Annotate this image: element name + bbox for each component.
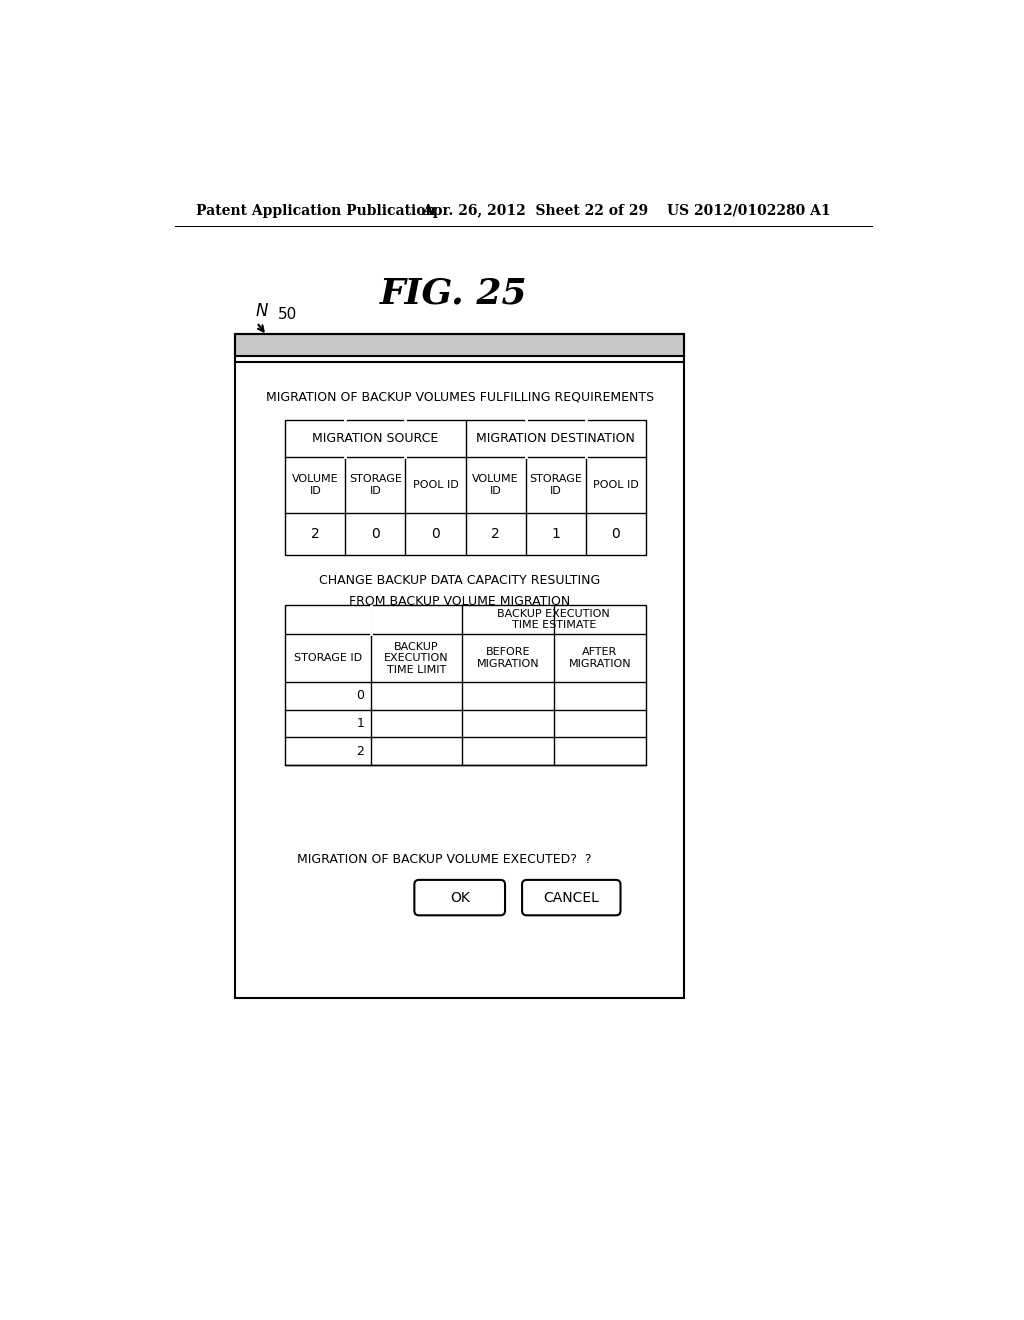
Text: MIGRATION DESTINATION: MIGRATION DESTINATION <box>476 432 635 445</box>
Text: Apr. 26, 2012  Sheet 22 of 29: Apr. 26, 2012 Sheet 22 of 29 <box>423 203 648 218</box>
Bar <box>286 605 646 766</box>
Text: 2: 2 <box>311 527 319 541</box>
Text: CANCEL: CANCEL <box>544 891 599 904</box>
Text: N: N <box>255 302 267 321</box>
Text: 0: 0 <box>371 527 380 541</box>
Text: VOLUME
ID: VOLUME ID <box>472 474 519 496</box>
Text: MIGRATION SOURCE: MIGRATION SOURCE <box>312 432 438 445</box>
Text: 0: 0 <box>431 527 440 541</box>
Text: 2: 2 <box>492 527 500 541</box>
Text: MIGRATION OF BACKUP VOLUMES FULFILLING REQUIREMENTS: MIGRATION OF BACKUP VOLUMES FULFILLING R… <box>265 391 653 404</box>
Text: POOL ID: POOL ID <box>413 480 459 490</box>
Text: POOL ID: POOL ID <box>593 480 639 490</box>
Text: STORAGE ID: STORAGE ID <box>294 653 362 663</box>
Bar <box>234 334 684 355</box>
Text: CHANGE BACKUP DATA CAPACITY RESULTING: CHANGE BACKUP DATA CAPACITY RESULTING <box>319 574 600 587</box>
Text: VOLUME
ID: VOLUME ID <box>292 474 339 496</box>
Text: OK: OK <box>450 891 470 904</box>
Text: STORAGE
ID: STORAGE ID <box>349 474 401 496</box>
Text: FROM BACKUP VOLUME MIGRATION: FROM BACKUP VOLUME MIGRATION <box>349 594 570 607</box>
Text: 0: 0 <box>611 527 621 541</box>
Text: BACKUP EXECUTION
TIME ESTIMATE: BACKUP EXECUTION TIME ESTIMATE <box>498 609 610 631</box>
FancyBboxPatch shape <box>522 880 621 915</box>
Text: 0: 0 <box>356 689 365 702</box>
Text: 1: 1 <box>551 527 560 541</box>
Bar <box>286 420 646 554</box>
Text: FIG. 25: FIG. 25 <box>380 276 527 310</box>
FancyBboxPatch shape <box>415 880 505 915</box>
Text: US 2012/0102280 A1: US 2012/0102280 A1 <box>667 203 830 218</box>
Text: 2: 2 <box>356 744 365 758</box>
Bar <box>234 334 684 998</box>
Text: AFTER
MIGRATION: AFTER MIGRATION <box>568 647 631 669</box>
Text: BACKUP
EXECUTION
TIME LIMIT: BACKUP EXECUTION TIME LIMIT <box>384 642 449 675</box>
Text: Patent Application Publication: Patent Application Publication <box>197 203 436 218</box>
Text: BEFORE
MIGRATION: BEFORE MIGRATION <box>477 647 540 669</box>
Text: MIGRATION OF BACKUP VOLUME EXECUTED?  ?: MIGRATION OF BACKUP VOLUME EXECUTED? ? <box>297 853 592 866</box>
Text: 50: 50 <box>278 306 297 322</box>
Text: STORAGE
ID: STORAGE ID <box>529 474 582 496</box>
Text: 1: 1 <box>356 717 365 730</box>
